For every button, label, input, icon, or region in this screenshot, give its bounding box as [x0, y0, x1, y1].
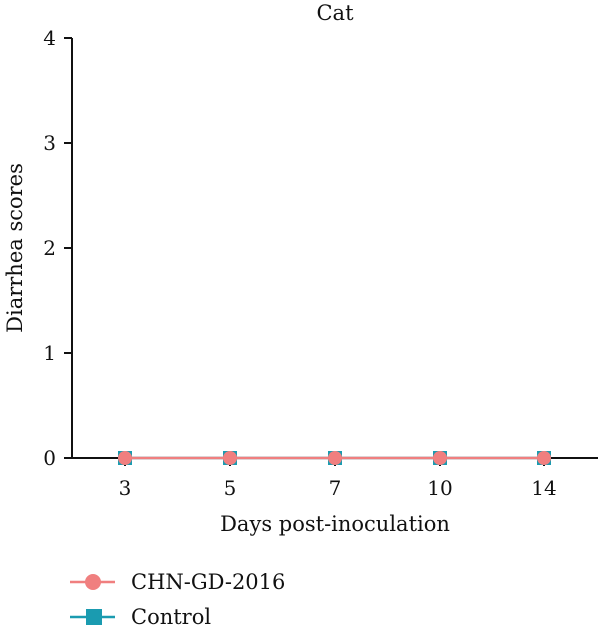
legend: CHN-GD-2016 Control [70, 570, 285, 627]
legend-marker-circle [85, 574, 101, 590]
legend-label: Control [131, 605, 211, 627]
y-axis-title: Diarrhea scores [3, 163, 27, 333]
x-tick-label: 10 [427, 476, 452, 500]
chart-title: Cat [316, 1, 354, 25]
data-point-circle [118, 451, 132, 465]
y-tick-label: 4 [43, 26, 56, 50]
y-tick-label: 1 [43, 341, 56, 365]
y-tick-label: 2 [43, 236, 56, 260]
data-point-circle [328, 451, 342, 465]
y-tick-label: 0 [43, 446, 56, 470]
x-tick-label: 5 [224, 476, 237, 500]
legend-label: CHN-GD-2016 [131, 570, 285, 594]
x-tick-label: 3 [119, 476, 132, 500]
y-axis-title-group: Diarrhea scores [3, 163, 27, 333]
data-point-circle [433, 451, 447, 465]
x-tick-label: 7 [329, 476, 342, 500]
x-tick-label: 14 [531, 476, 556, 500]
y-tick-label: 3 [43, 131, 56, 155]
x-axis-title: Days post-inoculation [220, 512, 450, 536]
series-layer [118, 451, 551, 465]
data-point-circle [537, 451, 551, 465]
y-ticks: 0 1 2 3 4 [43, 26, 72, 470]
data-point-circle [223, 451, 237, 465]
legend-marker-square [86, 609, 102, 625]
